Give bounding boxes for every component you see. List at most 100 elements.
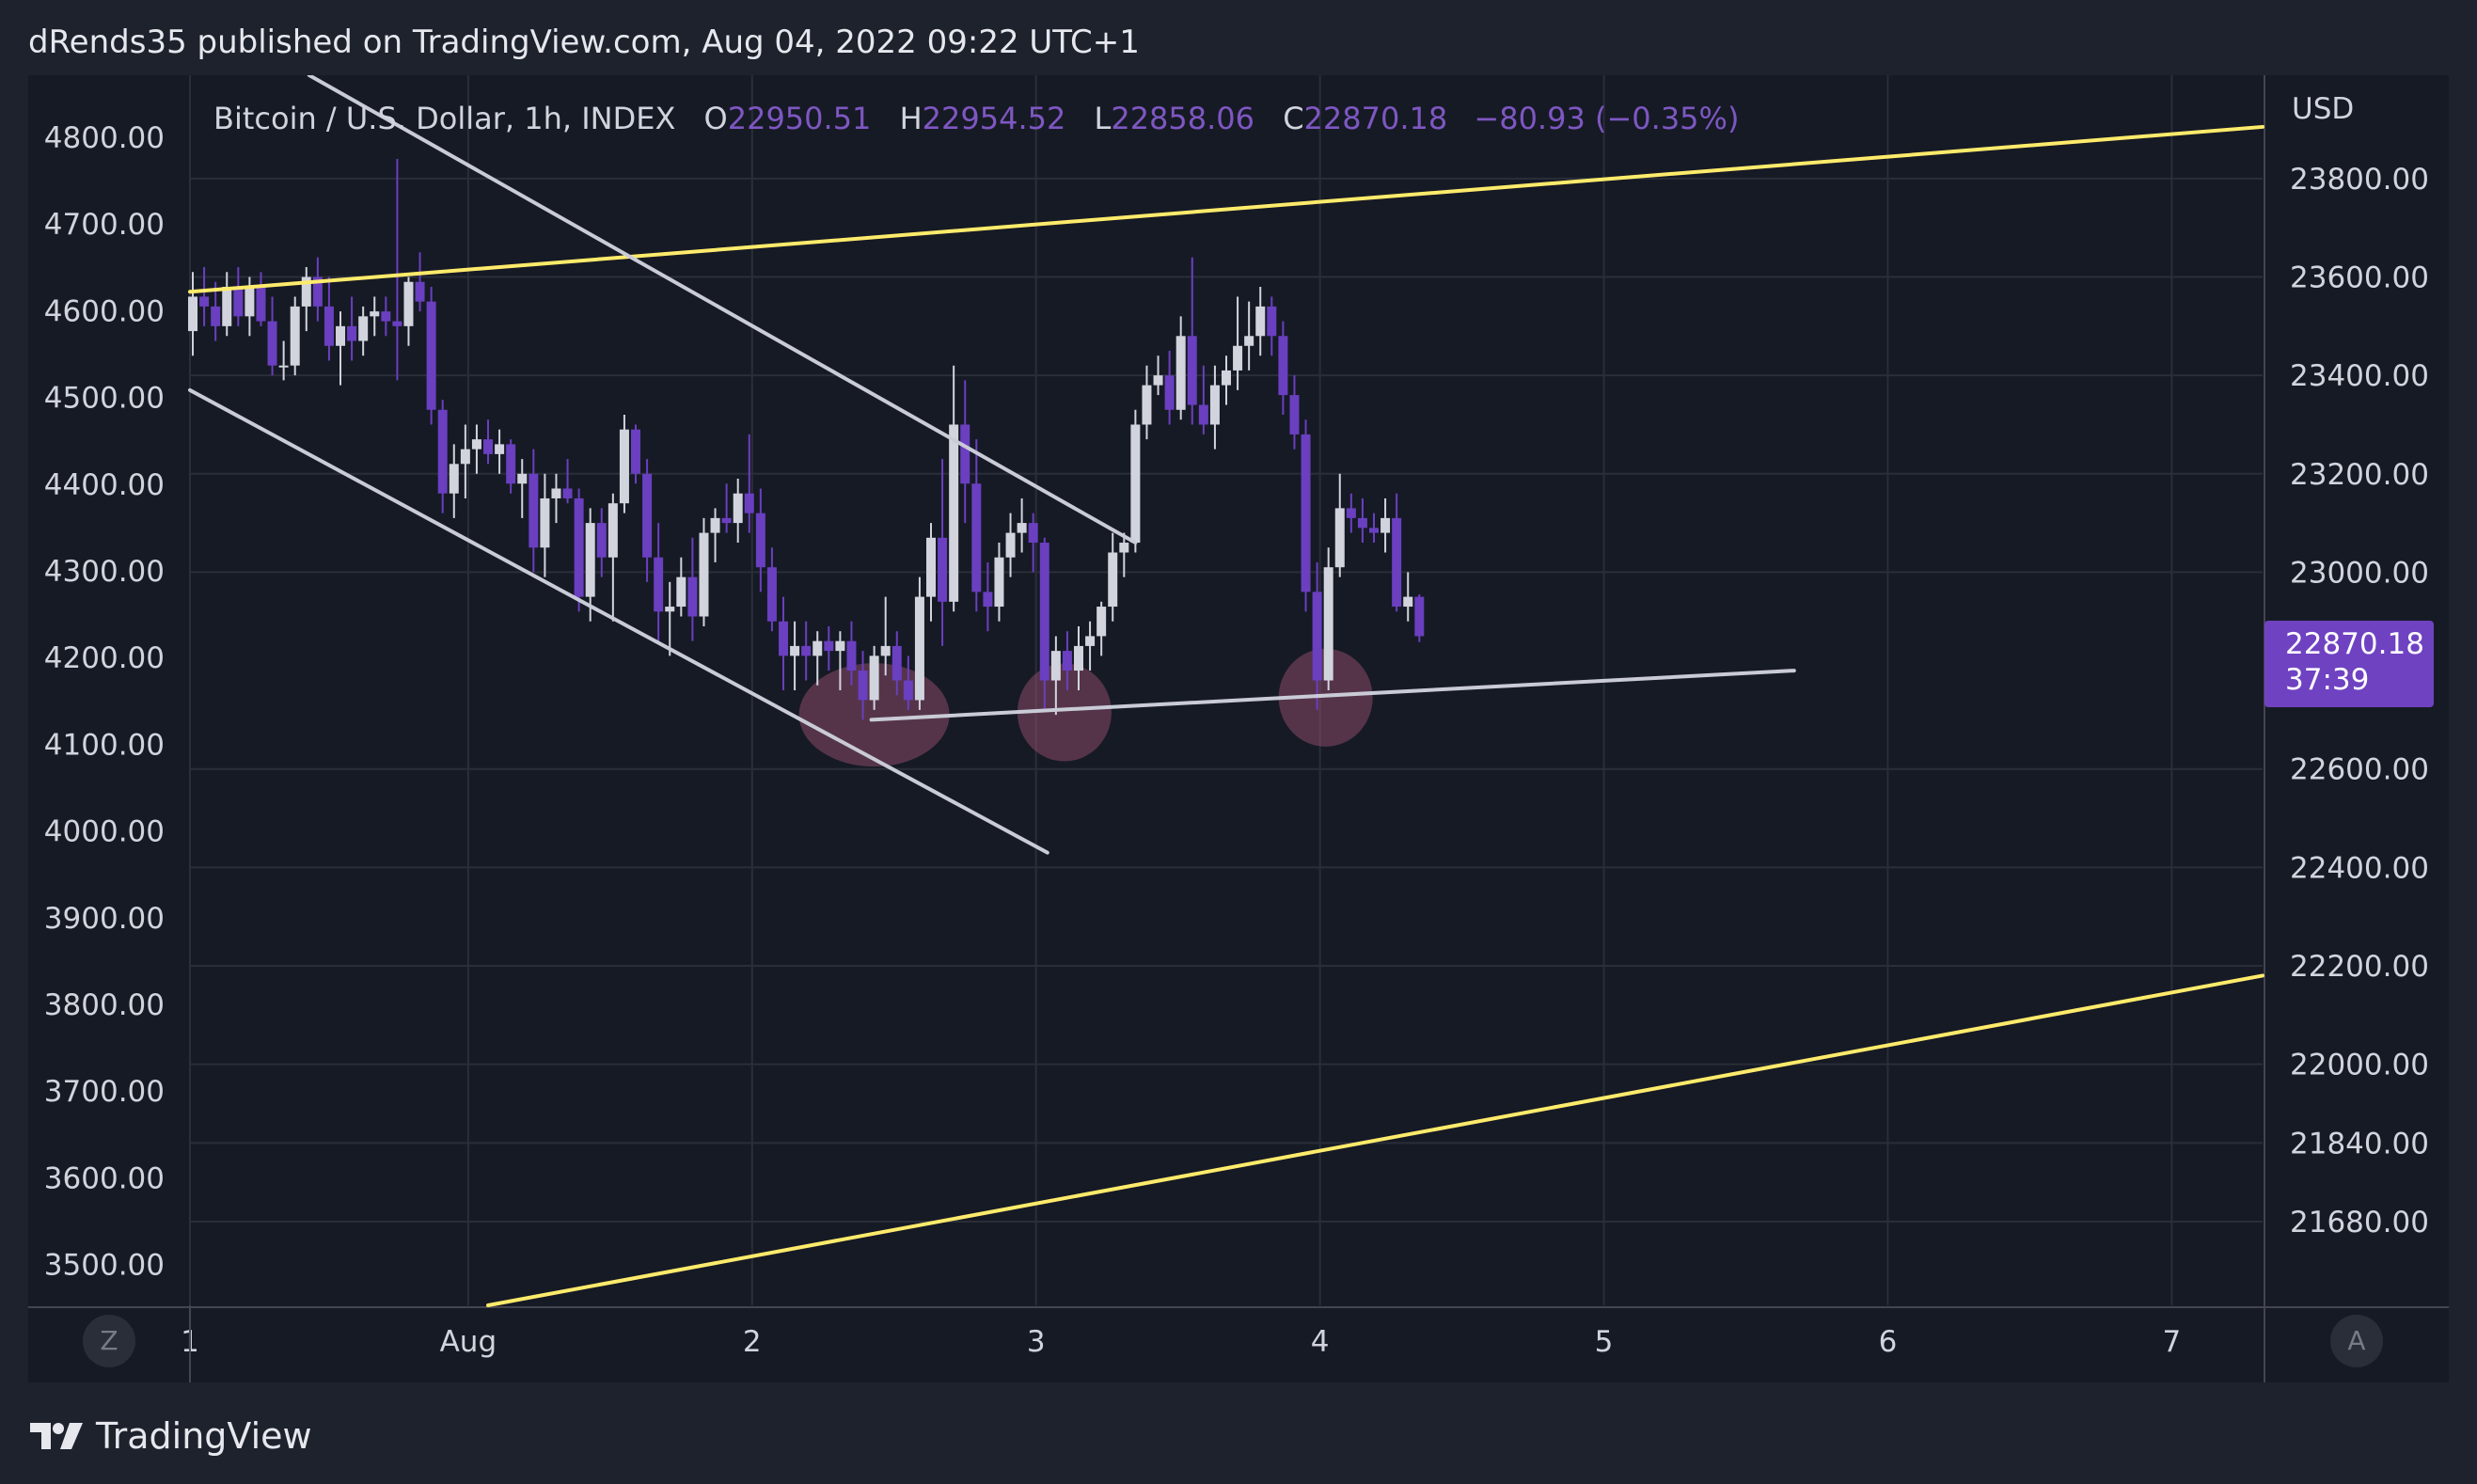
candle (574, 488, 584, 612)
candle (824, 625, 834, 671)
candle-body (1414, 596, 1425, 637)
candle-body (1278, 336, 1288, 396)
candle-body (358, 316, 369, 341)
right-axis-tick: 22400.00 (2290, 851, 2429, 885)
candle-body (1346, 508, 1356, 518)
candle-body (835, 640, 845, 652)
candle (551, 473, 561, 524)
candle (619, 415, 629, 513)
candle-body (1380, 517, 1391, 533)
candle-body (1233, 345, 1243, 371)
candle (949, 365, 959, 612)
low-label: L (1094, 101, 1112, 136)
candle (483, 419, 494, 465)
candle (199, 267, 210, 326)
yellow-channel-lower-line (486, 973, 2264, 1307)
candle-body (278, 365, 289, 368)
candle-body (596, 523, 607, 558)
candle (1028, 513, 1038, 573)
candle-body (1050, 651, 1061, 681)
candle-body (506, 444, 516, 484)
candle (495, 429, 505, 474)
left-axis-tick: 3800.00 (44, 988, 165, 1022)
high-value: 22954.52 (922, 101, 1066, 136)
candle-body (256, 286, 266, 322)
right-axis-tick: 22600.00 (2290, 753, 2429, 787)
right-axis-tick: 23400.00 (2290, 359, 2429, 393)
candle (858, 651, 868, 720)
candle-body (449, 464, 459, 494)
candle (1085, 621, 1096, 671)
candle-body (654, 557, 664, 612)
candle (880, 596, 891, 676)
footer-brand[interactable]: TradingView (28, 1408, 312, 1464)
candle (392, 158, 402, 381)
candle-body (891, 645, 902, 681)
last-price-tag: 22870.18 37:39 (2264, 621, 2434, 707)
candle-body (1323, 567, 1333, 681)
candle-body (323, 306, 334, 346)
candle (835, 631, 845, 690)
candle-body (1062, 651, 1072, 671)
candle-body (733, 493, 743, 524)
right-axis-tick: 23600.00 (2290, 261, 2429, 295)
low-value: 22858.06 (1111, 101, 1255, 136)
candle (846, 621, 857, 686)
candle (960, 380, 970, 524)
candle-body (1289, 395, 1300, 434)
candle-body (1108, 552, 1118, 608)
candle (471, 424, 481, 474)
x-axis-tick: 6 (1879, 1325, 1898, 1359)
candle-body (392, 321, 402, 326)
candle-body (460, 449, 470, 465)
candle-body (301, 276, 311, 307)
candle-body (779, 621, 789, 656)
candle (1403, 572, 1413, 622)
candle-body (188, 296, 198, 332)
candle (1175, 316, 1186, 420)
candle (1323, 547, 1333, 690)
candle (1017, 497, 1027, 553)
candle (994, 543, 1004, 622)
left-axis-tick: 4500.00 (44, 382, 165, 416)
right-axis-tick: 23000.00 (2290, 556, 2429, 590)
left-axis-tick: 3700.00 (44, 1075, 165, 1109)
candle (267, 296, 277, 376)
candle-body (1209, 385, 1220, 425)
chart-area[interactable]: 23800.00 23600.00 23400.00 23200.00 23000.00… (28, 75, 2449, 1382)
candle (926, 523, 937, 622)
candle (1244, 301, 1254, 371)
candle (766, 547, 777, 632)
candle (676, 557, 686, 617)
candle-body (1357, 517, 1367, 529)
left-axis-tick: 3600.00 (44, 1161, 165, 1195)
auto-scale-button[interactable]: A (2330, 1315, 2383, 1367)
candle-body (880, 645, 891, 656)
candle-body (801, 645, 812, 656)
x-axis-tick: 3 (1027, 1325, 1046, 1359)
candle-body (415, 281, 425, 302)
candle (222, 272, 232, 337)
candle-body (245, 286, 255, 317)
candle-body (642, 473, 653, 558)
candle-body (585, 523, 595, 597)
candle (1255, 286, 1266, 356)
candle (1039, 537, 1049, 710)
candle (1222, 355, 1231, 405)
candle-body (710, 517, 720, 533)
candle-body (222, 286, 232, 326)
candle (721, 483, 732, 533)
right-axis-tick: 21840.00 (2290, 1127, 2429, 1160)
candle-body (562, 488, 573, 498)
candle (891, 631, 902, 696)
zoom-button[interactable]: Z (83, 1315, 135, 1367)
candle-body (347, 325, 357, 341)
candle (1380, 497, 1391, 553)
candle-body (574, 497, 584, 597)
candle-body (755, 513, 765, 568)
candle-body (1222, 370, 1231, 386)
price-chart[interactable]: 23800.0023600.0023400.0023200.0023000.00… (28, 75, 2449, 1382)
currency-label[interactable]: USD (2292, 92, 2355, 126)
candle-body (1392, 517, 1402, 608)
candle (381, 296, 391, 337)
